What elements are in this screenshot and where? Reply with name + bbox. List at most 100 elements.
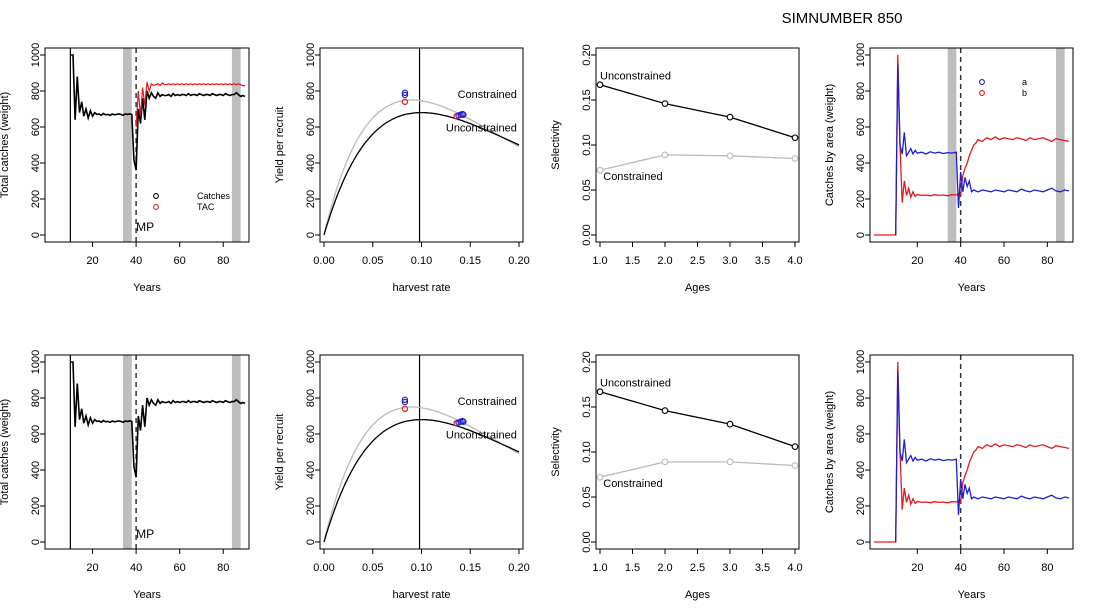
- y-tick-label: 600: [855, 425, 867, 443]
- x-tick-label: 1.5: [625, 562, 640, 574]
- data-point: [401, 98, 409, 106]
- legend-marker: [153, 204, 159, 210]
- curve-label: Unconstrained: [600, 377, 671, 389]
- data-point: [791, 443, 799, 450]
- chart-panel-ypr-bottom: 0.00 0.05 0.10 0.15 0.20 0 200 400 600 800 1000 har…: [274, 350, 530, 601]
- x-tick-label: 40: [955, 255, 967, 267]
- x-tick-label: 4.0: [787, 255, 802, 267]
- y-axis-label: Yield per recruit: [274, 414, 286, 491]
- plot-area: [874, 355, 1070, 549]
- shaded-region: [1056, 48, 1065, 242]
- data-point: [460, 111, 467, 118]
- legend-marker: [979, 79, 985, 85]
- y-axis-label: Selectivity: [550, 120, 562, 170]
- x-tick-label: 2.5: [690, 255, 705, 267]
- curve-label: Constrained: [458, 89, 517, 101]
- x-tick-label: 3.0: [722, 562, 737, 574]
- y-tick-label: 0: [855, 539, 867, 545]
- y-tick-label: 0: [30, 539, 42, 545]
- x-tick-label: 0.05: [362, 562, 383, 574]
- data-point: [661, 407, 669, 414]
- y-tick-label: 800: [855, 82, 867, 100]
- series-line-0: [70, 361, 246, 478]
- series-line-1: [895, 370, 1070, 543]
- x-tick-label: 80: [1041, 562, 1053, 574]
- plot-frame: [44, 354, 250, 550]
- legend-label: Catches: [197, 191, 231, 201]
- shaded-region: [123, 48, 132, 242]
- plot-frame: [44, 47, 250, 243]
- x-tick-label: 80: [217, 562, 229, 574]
- x-tick-label: 60: [174, 255, 186, 267]
- plot-area: [69, 355, 246, 549]
- plot-area: [69, 48, 246, 242]
- page-title: SIMNUMBER 850: [781, 10, 903, 27]
- series-line-1: [599, 461, 796, 478]
- y-tick-label: 1000: [305, 43, 317, 67]
- y-tick-label: 1000: [855, 350, 867, 374]
- data-point: [401, 89, 409, 97]
- x-tick-label: 0.10: [411, 562, 432, 574]
- x-tick-label: 0.00: [313, 255, 334, 267]
- legend-label: a: [1022, 77, 1027, 87]
- mp-annotation: MP: [136, 220, 154, 234]
- curve-label: Constrained: [603, 478, 662, 490]
- plot-frame: [869, 47, 1074, 243]
- series-line-0: [599, 391, 796, 448]
- data-point: [791, 462, 799, 469]
- x-tick-label: 3.5: [755, 562, 770, 574]
- plot-area: [599, 84, 796, 171]
- y-tick-label: 200: [855, 497, 867, 515]
- y-tick-label: 600: [30, 425, 42, 443]
- x-tick-label: 20: [911, 562, 923, 574]
- series-line-0: [599, 84, 796, 139]
- y-tick-label: 0.05: [581, 486, 593, 507]
- y-tick-label: 800: [30, 389, 42, 407]
- y-tick-label: 200: [855, 190, 867, 208]
- y-tick-label: 0.00: [581, 224, 593, 245]
- x-tick-label: 80: [217, 255, 229, 267]
- y-tick-label: 800: [30, 82, 42, 100]
- ypr-curve-unconstrained: [323, 418, 520, 543]
- x-tick-label: 1.5: [625, 255, 640, 267]
- x-tick-label: 0.15: [460, 562, 481, 574]
- plot-frame: [869, 354, 1074, 550]
- chart-panel-sel-top: 1.0 1.5 2.0 2.5 3.0 3.5 4.0 0.00 0.05 0.10 0.15 0.2…: [550, 44, 803, 294]
- y-tick-label: 400: [855, 461, 867, 479]
- plot-area: [323, 48, 520, 242]
- x-tick-label: 0.05: [362, 255, 383, 267]
- x-tick-label: 1.0: [592, 255, 607, 267]
- x-tick-label: 40: [955, 562, 967, 574]
- x-tick-label: 20: [86, 562, 98, 574]
- x-tick-label: 0.00: [313, 562, 334, 574]
- x-tick-label: 0.15: [460, 255, 481, 267]
- x-tick-label: 80: [1041, 255, 1053, 267]
- series-line-1: [895, 63, 1070, 236]
- data-point: [726, 420, 734, 428]
- x-tick-label: 60: [174, 562, 186, 574]
- mp-annotation: MP: [136, 527, 154, 541]
- y-tick-label: 200: [305, 497, 317, 515]
- y-tick-label: 600: [30, 118, 42, 136]
- x-axis-label: Ages: [685, 589, 711, 601]
- y-tick-label: 0.15: [581, 396, 593, 417]
- x-tick-label: 2.5: [690, 562, 705, 574]
- data-point: [401, 405, 409, 412]
- data-point: [726, 113, 734, 121]
- y-tick-label: 200: [30, 190, 42, 208]
- y-tick-label: 0.15: [581, 89, 593, 110]
- x-tick-label: 2.0: [657, 255, 672, 267]
- legend-label: b: [1022, 88, 1027, 98]
- data-point: [661, 151, 669, 159]
- x-axis-label: harvest rate: [392, 589, 450, 601]
- series-line-0: [874, 361, 1070, 543]
- y-tick-label: 1000: [30, 350, 42, 374]
- shaded-region: [123, 355, 132, 549]
- curve-label: Unconstrained: [446, 123, 517, 135]
- y-tick-label: 800: [305, 82, 317, 100]
- y-axis-label: Catches by area (weight): [824, 84, 836, 206]
- y-tick-label: 0.00: [581, 531, 593, 552]
